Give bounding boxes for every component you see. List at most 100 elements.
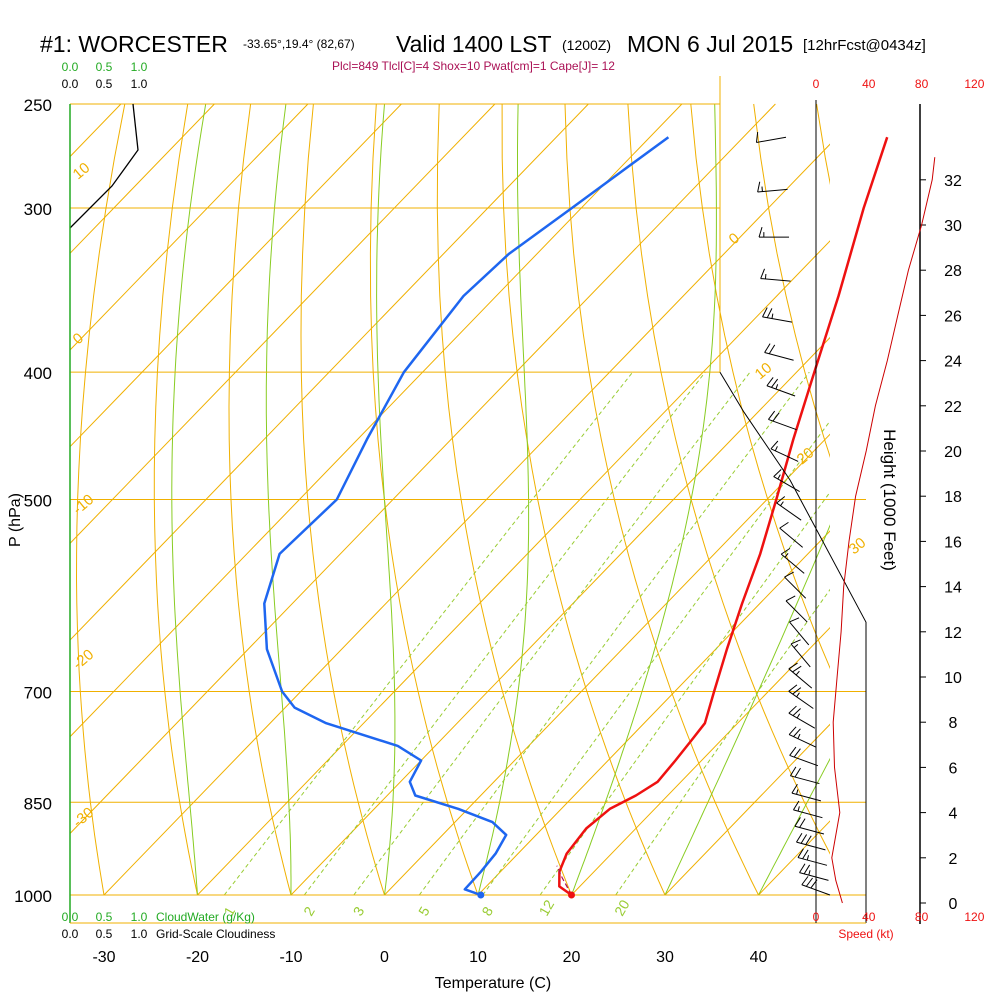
moist-adiabat-line (376, 103, 396, 896)
mixing-ratio-line (539, 491, 830, 896)
dry-adiabat-line (627, 103, 830, 855)
wind-barb-halfflag (775, 384, 779, 390)
dry-adiabat-line (369, 103, 479, 896)
wind-barb-flag (762, 307, 768, 318)
wind-barb (785, 595, 808, 623)
station-location: -33.65°,19.4° (82,67) (243, 37, 355, 51)
cloudiness-tick-bottom: 0.5 (96, 927, 113, 941)
wind-barb-flag (788, 726, 797, 735)
height-tick-label: 30 (944, 218, 962, 235)
wind-barb-staff (788, 690, 814, 709)
wind-barb-halfflag (797, 806, 800, 812)
isotherm-line (664, 723, 830, 896)
wind-barb (788, 684, 814, 709)
temperature-tick-label: 10 (469, 949, 487, 966)
wind-barb-flag (789, 617, 800, 623)
pressure-tick-label: 1000 (14, 887, 52, 906)
wind-barb (784, 571, 807, 599)
wind-speed-tick-bottom: 0 (813, 910, 820, 924)
height-tick-label: 6 (949, 760, 958, 777)
wind-barb-halfflag (793, 644, 799, 649)
wind-barb (764, 343, 794, 361)
wind-barb-flag (771, 378, 779, 388)
wind-barb (794, 817, 825, 835)
pressure-tick-label: 250 (24, 96, 52, 115)
wind-barb-flag (758, 226, 763, 238)
temperature-tick-label: 20 (563, 949, 581, 966)
dewpoint-profile (263, 136, 670, 897)
moist-adiabat-line (265, 103, 292, 895)
dry-adiabat-line (753, 103, 830, 458)
wind-barb-flag (772, 412, 780, 422)
wind-barb (762, 307, 793, 323)
moist-adiabat-line (477, 103, 530, 896)
wind-barb (760, 268, 791, 282)
height-tick-label: 18 (944, 489, 962, 506)
x-axis-title: Temperature (C) (435, 975, 551, 992)
dry-adiabat-line (501, 103, 666, 896)
isotherm-line (852, 104, 1000, 895)
moist-adiabat-line (758, 757, 830, 896)
wind-barb-staff (789, 754, 819, 767)
isotherm-line (70, 103, 309, 351)
wind-barb-flag (779, 521, 789, 529)
dry-adiabat-label: -10 (70, 491, 98, 518)
height-tick-label: 0 (949, 896, 958, 913)
wind-barb (779, 521, 804, 548)
wind-barb-staff (762, 316, 793, 323)
height-tick-label: 12 (944, 625, 962, 642)
cloudiness-tick-bottom: 1.0 (131, 927, 148, 941)
wind-barb-flag (773, 469, 782, 477)
wind-speed-tick-bottom: 120 (964, 910, 984, 924)
dry-adiabat-line (75, 103, 126, 896)
wind-barb (801, 876, 831, 896)
wind-barb-flag (757, 181, 761, 193)
wind-barb-staff (788, 734, 817, 748)
chart-axes (69, 76, 926, 924)
dry-adiabat-label: 10 (70, 159, 94, 183)
wind-barb-flag (793, 728, 801, 737)
wind-barb-flag (766, 308, 773, 318)
wind-barb-staff (776, 502, 802, 521)
wind-speed-tick-top: 40 (862, 77, 876, 91)
wind-barb-halfflag (777, 474, 781, 480)
cloud-water-tick-bottom: 0.5 (96, 910, 113, 924)
wind-barb-flag (801, 876, 809, 886)
mixing-ratio-label: 2 (300, 904, 318, 919)
wind-barb-staff (799, 872, 829, 881)
wind-barb-staff (791, 792, 822, 802)
temperature-tick-label: 30 (656, 949, 674, 966)
wind-barb-flag (770, 440, 779, 450)
wind-barb (776, 496, 802, 521)
wind-barb (780, 547, 805, 574)
cloud-water-tick-top: 0.5 (96, 60, 113, 74)
wind-barb-flag (810, 879, 818, 889)
mixing-ratio-line (353, 371, 751, 896)
wind-barb-staff (766, 385, 796, 397)
pressure-tick-label: 500 (24, 492, 52, 511)
pressure-tick-label: 300 (24, 200, 52, 219)
wind-speed-tick-bottom: 40 (862, 910, 876, 924)
wind-speed-tick-top: 0 (813, 77, 820, 91)
height-tick-label: 14 (944, 580, 962, 597)
moist-adiabat-line (171, 103, 207, 896)
wind-barb-flag (792, 708, 801, 716)
wind-barb (789, 746, 819, 767)
moist-adiabat-line (664, 524, 830, 896)
wind-panel (755, 132, 936, 904)
wind-barb (796, 832, 826, 851)
wind-barb-flag (760, 268, 765, 279)
wind-barb-staff (789, 621, 810, 646)
wind-barb-staff (779, 527, 804, 548)
dry-adiabat-label: 0 (726, 230, 743, 248)
isobars (70, 103, 866, 896)
height-tick-label: 8 (949, 715, 958, 732)
wind-barb-flag (803, 864, 811, 875)
wind-barb (788, 705, 816, 729)
wind-barb-flag (788, 705, 797, 714)
cloudiness-trace (69, 103, 139, 229)
wind-barb-halfflag (774, 446, 778, 452)
station-title: #1: WORCESTER (40, 31, 228, 57)
wind-barb-flag (791, 783, 798, 794)
wind-barb-flag (788, 662, 798, 670)
